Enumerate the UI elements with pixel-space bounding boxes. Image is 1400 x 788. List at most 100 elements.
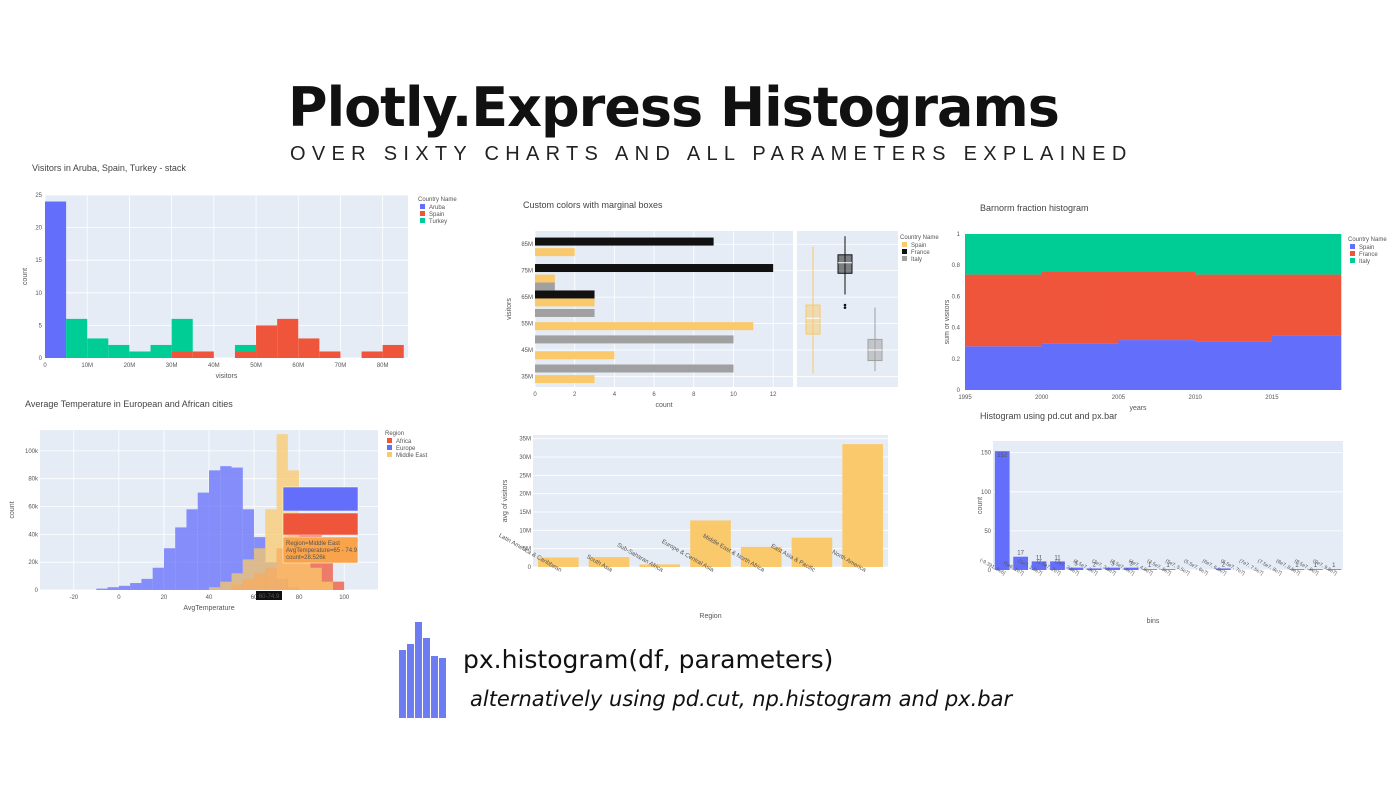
code-line-1: px.histogram(df, parameters): [463, 645, 834, 674]
y-tick-label: 0.6: [952, 294, 961, 300]
x-tick-label: 40M: [208, 363, 220, 369]
bar-africa: [332, 581, 345, 590]
y-tick-label: 80k: [28, 477, 39, 483]
box-spain: [805, 304, 821, 335]
bar-italy: [965, 234, 1043, 275]
bar-france: [535, 290, 595, 299]
x-axis-label: bins: [1147, 618, 1160, 625]
bar-italy: [535, 335, 734, 344]
bar-europe: [107, 587, 119, 590]
y-tick-label: 40k: [28, 532, 39, 538]
legend-item-france: France: [911, 250, 930, 256]
y-tick-label: 100k: [25, 449, 39, 455]
y-tick-label: 65M: [521, 295, 533, 301]
bar-africa: [321, 562, 333, 590]
bar-spain: [1195, 341, 1273, 390]
x-tick-label: 20: [161, 595, 168, 601]
y-axis-label: avg of visitors: [502, 479, 509, 522]
data-label: 2: [1093, 562, 1097, 568]
x-tick-label: -20: [69, 595, 78, 601]
y-tick-label: 0: [957, 388, 961, 394]
bar-middle-east: [254, 548, 266, 590]
x-axis-label: AvgTemperature: [183, 605, 234, 612]
chart-title: Histogram using pd.cut and px.bar: [980, 411, 1117, 421]
legend-title: Country Name: [900, 235, 939, 241]
x-tick-label: 2015: [1265, 395, 1279, 401]
bar-spain: [171, 351, 193, 358]
data-label: 17: [1017, 551, 1024, 557]
bar-bin: [1160, 569, 1176, 570]
y-tick-label: 75M: [521, 269, 533, 275]
plot-area: [993, 441, 1343, 570]
legend-item-middle-east: Middle East: [396, 453, 428, 459]
page-subtitle: OVER SIXTY CHARTS AND ALL PARAMETERS EXP…: [290, 143, 1133, 165]
y-axis-label: count: [22, 268, 29, 285]
y-tick-label: 1: [957, 232, 961, 238]
legend-swatch-middle-east: [387, 452, 392, 457]
code-line-2: alternatively using pd.cut, np.histogram…: [470, 687, 1013, 711]
logo-bar: [399, 650, 406, 718]
y-axis-label: sum of visitors: [945, 299, 951, 344]
bar-spain: [361, 351, 383, 358]
bar-bin: [1105, 567, 1121, 570]
bar-europe: [175, 527, 187, 590]
legend-swatch-spain: [420, 211, 425, 216]
tooltip-middle-east: [282, 536, 359, 564]
data-label: 3: [1074, 562, 1078, 568]
y-axis-label: count: [9, 501, 16, 518]
bar-spain: [382, 344, 404, 358]
x-tick-label: 10: [730, 392, 737, 398]
y-tick-label: 150: [981, 451, 992, 457]
bar-spain: [1271, 335, 1342, 390]
bar-europe: [152, 567, 164, 590]
bar-region: [690, 520, 731, 567]
bar-region: [538, 557, 579, 567]
histogram-logo-icon: [397, 620, 457, 724]
bar-bin: [1123, 567, 1139, 570]
x-tick-label: 0: [43, 363, 47, 369]
tooltip-line: count=28.526k: [286, 555, 327, 561]
bar-europe: [242, 509, 255, 590]
legend-swatch-spain: [902, 242, 907, 247]
y-tick-label: 0: [35, 588, 39, 594]
bar-spain: [1041, 343, 1119, 390]
logo-bar: [439, 658, 446, 718]
bar-spain: [256, 325, 278, 358]
bar-middle-east: [209, 587, 221, 590]
tooltip-africa: [282, 512, 359, 536]
plot-area: [45, 195, 408, 358]
y-tick-label: 25M: [519, 473, 531, 479]
x-tick-label: 2: [573, 392, 577, 398]
x-tick-label: 6: [652, 392, 656, 398]
bar-bin: [994, 451, 1010, 570]
bar-italy: [1118, 234, 1196, 272]
y-tick-label: 0.4: [952, 326, 961, 332]
legend-item-turkey: Turkey: [429, 219, 447, 225]
tooltip-line: Region=Middle East: [286, 541, 340, 547]
x-tick-label: 12: [770, 392, 777, 398]
tooltip-line: AvgTemperature=65 - 74.9: [286, 548, 358, 554]
x-tick-label: 80: [296, 595, 303, 601]
bar-italy: [1195, 234, 1273, 275]
bar-bin: [1289, 569, 1305, 570]
bar-bin: [1086, 568, 1102, 570]
y-tick-label: 55M: [521, 322, 533, 328]
hover-x-label-bg: [256, 591, 282, 600]
chart-regions: 0 5M 10M 15M 20M 25M 30M 35M Latin America & Car…: [495, 425, 945, 625]
y-tick-label: 35M: [519, 437, 531, 443]
legend-item-italy: Italy: [911, 257, 922, 263]
x-tick-label: 100: [339, 595, 350, 601]
data-label: 152: [997, 453, 1008, 459]
bar-middle-east: [231, 573, 243, 590]
page-title: Plotly.Express Histograms: [288, 76, 1060, 139]
bar-spain: [965, 346, 1043, 390]
data-label: 11: [1036, 555, 1043, 561]
y-tick-label: 5: [39, 323, 43, 329]
chart-title: Custom colors with marginal boxes: [523, 200, 663, 210]
chart-pdcut: Histogram using pd.cut and px.bar 0 50 100 1…: [945, 405, 1400, 630]
bar-france: [965, 274, 1043, 347]
bar-region: [740, 546, 782, 567]
y-tick-label: 100: [981, 490, 992, 496]
legend-item-europe: Europe: [396, 446, 416, 452]
bar-middle-east: [321, 581, 333, 590]
